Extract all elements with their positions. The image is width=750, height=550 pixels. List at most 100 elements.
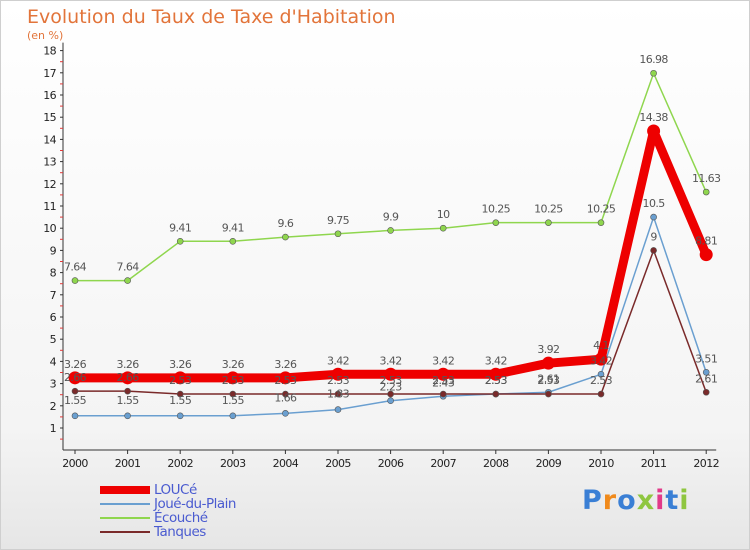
data-point (387, 227, 394, 234)
chart-unit-label: (en %) (27, 29, 64, 42)
data-label: 10.25 (482, 203, 511, 216)
data-label: 1.55 (222, 394, 245, 407)
y-tick-label: 4 (50, 355, 57, 368)
data-point (229, 412, 237, 420)
data-label: 1.55 (117, 394, 140, 407)
y-tick-label: 6 (50, 311, 57, 324)
data-point (545, 390, 552, 398)
data-point (384, 367, 398, 381)
y-tick-label: 16 (43, 89, 56, 102)
data-label: 2.53 (485, 374, 508, 387)
legend-label: LOUCé (154, 482, 197, 498)
data-point (702, 188, 710, 196)
data-point (282, 233, 289, 241)
data-label: 9.9 (383, 210, 399, 223)
data-label: 7.64 (64, 261, 87, 274)
data-label: 3.92 (537, 343, 559, 356)
data-point (124, 387, 131, 395)
data-point (121, 371, 135, 385)
data-point (71, 387, 79, 395)
proxiti-logo: Proxiti (582, 485, 690, 516)
data-label: 2.53 (432, 374, 455, 387)
data-point (650, 247, 657, 254)
y-tick-label: 17 (43, 67, 56, 80)
data-label: 9.6 (278, 217, 294, 230)
data-label: 3.42 (485, 354, 507, 367)
legend-swatch (100, 486, 150, 494)
data-point (387, 397, 394, 404)
x-tick-label: 2002 (167, 457, 193, 470)
x-tick-label: 2009 (536, 457, 562, 470)
data-point (331, 367, 345, 381)
data-point (647, 124, 661, 138)
x-tick-label: 2001 (115, 457, 141, 470)
data-label: 1.55 (64, 394, 87, 407)
data-point (226, 371, 240, 385)
data-point (597, 370, 605, 378)
data-point (439, 224, 447, 232)
data-point (173, 371, 187, 385)
data-label: 10.25 (587, 203, 616, 216)
data-label: 2.53 (327, 374, 350, 387)
data-point (229, 237, 237, 245)
data-label: 3.42 (380, 354, 402, 367)
y-tick-label: 1 (50, 422, 56, 435)
data-label: 14.38 (639, 111, 668, 124)
data-point (541, 356, 555, 370)
x-tick-label: 2003 (220, 457, 246, 470)
data-point (334, 390, 342, 398)
data-label: 2.53 (222, 374, 245, 387)
data-label: 9 (650, 230, 657, 243)
data-point (699, 248, 713, 262)
y-tick-label: 13 (43, 156, 56, 169)
data-point (492, 390, 500, 398)
data-point (702, 388, 710, 396)
data-label: 4.1 (593, 339, 609, 352)
data-label: 9.75 (327, 214, 350, 227)
x-tick-label: 2011 (641, 457, 667, 470)
x-tick-label: 2005 (325, 457, 351, 470)
legend-swatch (100, 503, 150, 505)
data-label: 10.25 (534, 203, 563, 216)
data-point (334, 230, 342, 238)
data-label: 3.26 (117, 358, 140, 371)
y-tick-label: 9 (50, 244, 57, 257)
data-point (334, 406, 342, 413)
data-label: 11.63 (692, 172, 721, 185)
x-tick-label: 2006 (378, 457, 404, 470)
data-point (492, 219, 500, 226)
data-point (436, 367, 450, 381)
data-point (176, 237, 184, 245)
data-label: 7.64 (117, 261, 140, 274)
data-point (71, 412, 79, 420)
data-label: 3.26 (274, 358, 297, 371)
data-label: 2.53 (485, 374, 508, 387)
y-tick-label: 2 (50, 400, 56, 413)
data-point (489, 367, 503, 381)
data-label: 2.53 (380, 374, 403, 387)
data-label: 10.5 (643, 197, 666, 210)
legend-swatch (100, 517, 150, 519)
data-point (597, 219, 605, 226)
data-point (124, 412, 131, 420)
data-label: 3.42 (590, 354, 612, 367)
data-point (282, 390, 289, 398)
data-point (278, 371, 292, 385)
data-point (71, 277, 79, 284)
data-label: 3.42 (327, 354, 349, 367)
data-label: 1.66 (274, 391, 297, 404)
x-tick-label: 2010 (588, 457, 614, 470)
data-label: 10 (437, 208, 450, 221)
data-label: 3.26 (222, 358, 245, 371)
data-label: 3.51 (695, 352, 717, 365)
y-tick-label: 15 (43, 111, 56, 124)
data-label: 2.53 (169, 374, 192, 387)
x-tick-label: 2012 (693, 457, 719, 470)
data-label: 2.66 (117, 371, 140, 384)
data-label: 9.41 (222, 221, 244, 234)
y-tick-label: 3 (50, 378, 57, 391)
x-tick-label: 2007 (430, 457, 456, 470)
data-label: 3.26 (169, 358, 192, 371)
data-label: 9.41 (169, 221, 191, 234)
data-label: 2.61 (537, 372, 559, 385)
